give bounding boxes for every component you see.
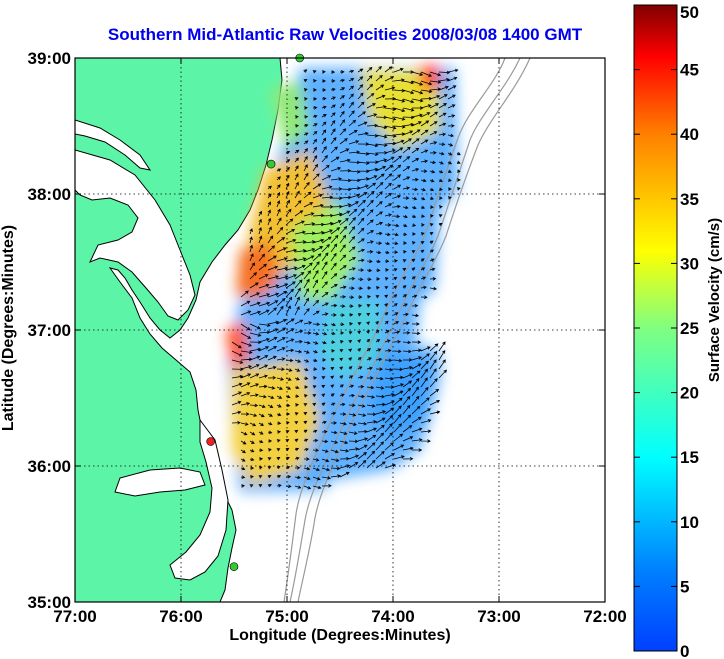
y-tick-labels: 39:00 38:00 37:00 36:00 35:00 xyxy=(28,49,71,612)
potomac-river xyxy=(75,119,152,171)
colorbar-tick-label: 40 xyxy=(680,125,699,144)
x-axis-label: Longitude (Degrees:Minutes) xyxy=(229,627,450,644)
axis-ticks xyxy=(74,57,606,603)
y-tick-label: 37:00 xyxy=(28,321,71,340)
map-title: Southern Mid-Atlantic Raw Velocities 200… xyxy=(108,25,583,44)
colorbar-tick-label: 10 xyxy=(680,513,699,532)
station-markers xyxy=(206,53,305,571)
colorbar-tick-label: 20 xyxy=(680,384,699,403)
x-tick-labels: 77:00 76:00 75:00 74:00 73:00 72:00 xyxy=(53,607,626,626)
x-tick-label: 75:00 xyxy=(265,607,308,626)
pamlico-sound xyxy=(169,418,229,581)
y-tick-label: 39:00 xyxy=(28,49,71,68)
arrow-field xyxy=(231,66,461,490)
y-tick-label: 38:00 xyxy=(28,185,71,204)
grid-lines xyxy=(75,58,605,602)
station-hatteras-north-marker xyxy=(206,437,215,446)
x-tick-label: 74:00 xyxy=(371,607,414,626)
colorbar-tick-label: 0 xyxy=(680,642,689,659)
colorbar-tick-label: 35 xyxy=(680,190,699,209)
colorbar-label: Surface Velocity (cm/s) xyxy=(706,218,723,382)
station-mid-marker xyxy=(266,159,276,169)
map-axes xyxy=(74,53,606,603)
albemarle-sound xyxy=(114,467,206,497)
colorbar-gradient xyxy=(633,4,678,652)
y-tick-label: 36:00 xyxy=(28,457,71,476)
x-tick-label: 72:00 xyxy=(583,607,626,626)
x-tick-label: 76:00 xyxy=(159,607,202,626)
chesapeake-bay xyxy=(75,149,196,321)
colorbar-tick-label: 5 xyxy=(680,577,689,596)
y-axis-label: Latitude (Degrees:Minutes) xyxy=(0,225,17,431)
colorbar-tick-label: 15 xyxy=(680,448,699,467)
colorbar-tick-label: 45 xyxy=(680,61,699,80)
y-tick-label: 35:00 xyxy=(28,593,71,612)
colorbar-tick-label: 25 xyxy=(680,319,699,338)
colorbar-tick-label: 30 xyxy=(680,254,699,273)
colorbar-tick-label: 50 xyxy=(680,3,699,22)
velocity-arrows xyxy=(231,66,461,490)
x-tick-label: 77:00 xyxy=(53,607,96,626)
station-south-marker xyxy=(229,562,239,571)
x-tick-label: 73:00 xyxy=(477,607,520,626)
